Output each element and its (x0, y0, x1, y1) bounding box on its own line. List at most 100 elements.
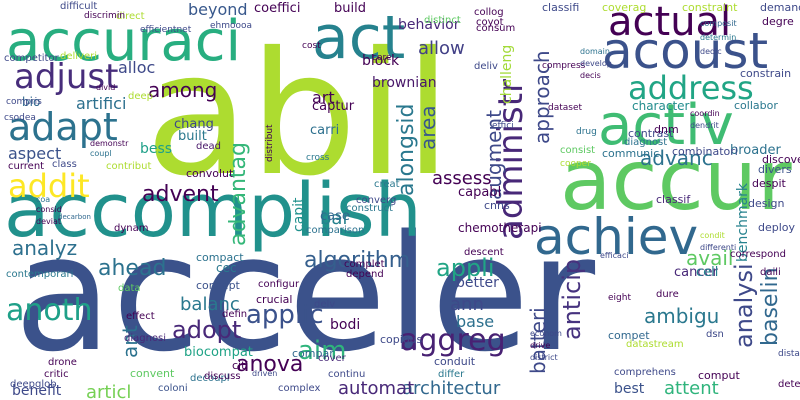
word-cloud-word: deviat (36, 217, 61, 226)
word-cloud-word: abil (145, 16, 452, 214)
word-cloud-word: current (8, 161, 45, 172)
word-cloud-word: concept (196, 279, 240, 292)
word-cloud-word: anoth (6, 293, 93, 328)
word-cloud-word: coeffici (254, 1, 301, 16)
word-cloud-word: coa (36, 195, 51, 204)
word-cloud-word: dsn (706, 329, 724, 340)
word-cloud-word: determin (700, 33, 737, 42)
word-cloud-word: beyond (188, 0, 248, 19)
word-cloud-word: activ (598, 93, 734, 158)
word-cloud-word: cover (318, 353, 346, 364)
word-cloud-word: eight (608, 293, 631, 303)
word-cloud-word: dendrit (690, 121, 719, 130)
word-cloud-word: demonstr (90, 139, 129, 148)
word-cloud-word: contrast (628, 127, 674, 140)
word-cloud-word: address (628, 69, 754, 107)
word-cloud-word: coyot (476, 17, 504, 28)
word-cloud-word: distribut (265, 124, 275, 162)
word-cloud-word: area (416, 105, 440, 150)
word-cloud-word: among (148, 78, 218, 102)
word-cloud-word: efficientnet (140, 25, 192, 35)
word-cloud-word: carri (310, 123, 340, 138)
word-cloud-word: assess (432, 168, 492, 189)
word-cloud-word: effici (492, 121, 514, 131)
word-cloud-word: communic (602, 147, 660, 160)
word-cloud-word: deep (128, 91, 153, 102)
word-cloud-word: construct (346, 203, 393, 214)
word-cloud-word: citi (232, 359, 249, 372)
word-cloud-word: differenti (700, 243, 737, 252)
word-cloud-word: art (312, 88, 335, 107)
word-cloud-word: decoupl (190, 373, 230, 384)
word-cloud-word: convent (130, 367, 175, 380)
word-cloud-word: combinatori (672, 145, 738, 158)
word-cloud-word: comput (698, 369, 740, 382)
word-cloud-word: defin (222, 309, 248, 320)
word-cloud-word: differ (438, 369, 465, 380)
word-cloud-word: challeng (499, 44, 515, 104)
word-cloud-word: data (118, 283, 141, 294)
word-cloud-word: class (52, 159, 77, 170)
word-cloud-word: ambigu (644, 304, 720, 328)
word-cloud-word: applic (246, 300, 324, 330)
word-cloud-word: analysi (730, 263, 758, 348)
word-cloud-word: dedic (700, 47, 722, 56)
word-cloud-word: bio (22, 95, 41, 109)
word-cloud-word: classifi (542, 1, 580, 14)
word-cloud-word: distinct (424, 15, 461, 26)
word-cloud-word: ehmoooa (210, 21, 253, 31)
word-cloud-word: build (334, 1, 366, 16)
word-cloud-word: consist (560, 145, 596, 156)
word-cloud-word: articl (86, 382, 132, 400)
word-cloud-word: condit (700, 231, 725, 240)
word-cloud-word: daili (760, 267, 781, 278)
word-cloud-word: efficaci (600, 251, 629, 260)
word-cloud-word: continu (328, 369, 366, 380)
word-cloud-word: deliveri (60, 51, 98, 62)
word-cloud-word: decarbon (58, 213, 91, 221)
word-cloud-word: addit (8, 167, 90, 205)
word-cloud-word: chang (174, 117, 214, 132)
word-cloud-word: advanc (640, 146, 713, 170)
word-cloud-word: coloni (158, 383, 188, 394)
word-cloud-word: brownian (372, 75, 437, 91)
word-cloud-word: accur (560, 131, 792, 229)
word-cloud-word: composit (700, 19, 737, 28)
word-cloud-word: architectur (402, 378, 501, 399)
word-cloud-word: direct (116, 11, 145, 22)
word-cloud-word: biocompat (184, 345, 253, 360)
word-cloud-word: anova (236, 352, 304, 377)
word-cloud-word: chemotherapi (458, 221, 542, 235)
word-cloud-word: correspond (730, 249, 786, 260)
word-cloud-word: csodea (4, 113, 36, 123)
word-cloud-word: dure (656, 289, 679, 300)
word-cloud-word: econom (530, 329, 562, 338)
word-cloud-word: balanc (180, 294, 240, 315)
word-cloud-word: classif (656, 193, 691, 206)
word-cloud-word: copious (380, 333, 423, 346)
word-cloud-word: cec (216, 261, 237, 275)
word-cloud-word: diagnosi (124, 333, 167, 344)
word-cloud-word: comparison (306, 225, 365, 236)
word-cloud-word: acoust (602, 22, 769, 80)
word-cloud-word: diagnost (624, 137, 668, 148)
word-cloud-word: dnm (654, 123, 679, 136)
word-cloud-word: ann (450, 294, 484, 315)
word-cloud-word: broader (730, 143, 781, 158)
word-cloud-word: advantag (226, 142, 251, 246)
word-cloud-word: collog (474, 7, 504, 18)
word-cloud-word: effect (126, 311, 155, 322)
word-cloud-word: best (614, 381, 645, 397)
word-cloud-word: aspect (8, 144, 62, 163)
word-cloud-word: ahead (98, 256, 167, 281)
word-cloud-word: difficult (60, 1, 98, 12)
word-cloud-word: despit (752, 177, 786, 190)
word-cloud-word: accomplish (4, 168, 422, 254)
word-cloud-word: capabl (458, 185, 502, 200)
word-cloud-word: aggreg (400, 323, 506, 358)
word-cloud-word: cost (302, 41, 321, 51)
word-cloud-word: domain (580, 47, 610, 56)
word-cloud-word: drone (48, 357, 77, 368)
word-cloud-word: creat (374, 179, 400, 190)
